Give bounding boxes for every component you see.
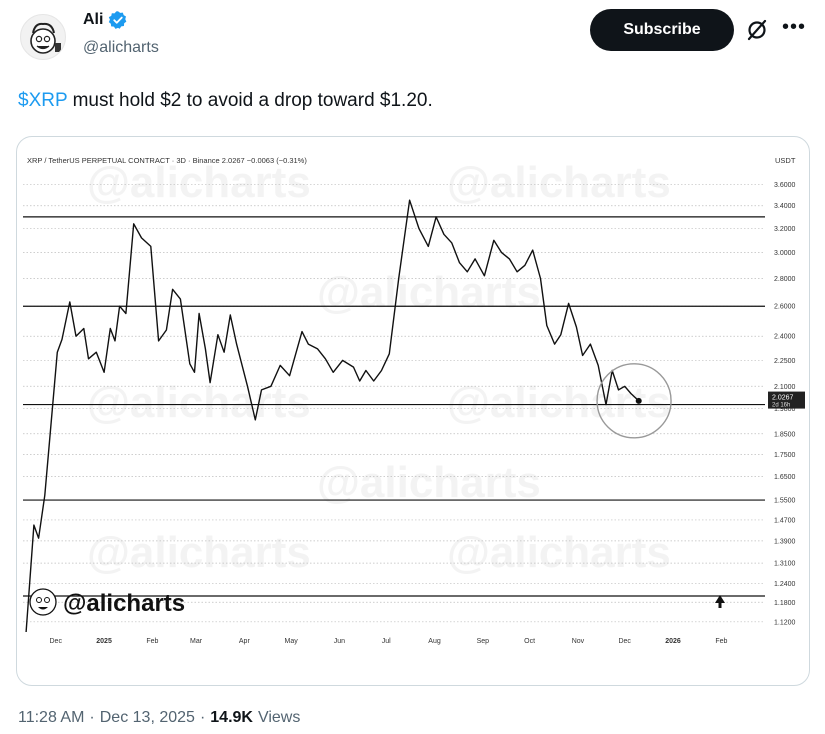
views-label: Views bbox=[257, 709, 301, 726]
y-tick-label: 3.6000 bbox=[774, 182, 796, 189]
y-tick-label: 2.8000 bbox=[774, 276, 796, 283]
y-tick-label: 1.3100 bbox=[774, 561, 796, 568]
logo-eye-icon bbox=[36, 597, 42, 603]
watermark-text: @alicharts bbox=[87, 528, 311, 577]
watermark-text: @alicharts bbox=[87, 158, 311, 207]
y-tick-label: 2.2500 bbox=[774, 358, 796, 365]
author-name-row[interactable]: Ali bbox=[83, 10, 128, 30]
chart-image-card[interactable]: @alicharts @alicharts @alicharts @alicharts… bbox=[16, 136, 810, 686]
watermark-text: @alicharts bbox=[87, 378, 311, 427]
x-tick-label: Apr bbox=[239, 638, 251, 645]
watermark-text: @alicharts bbox=[317, 458, 541, 507]
cashtag-link[interactable]: $XRP bbox=[18, 90, 68, 111]
author-name[interactable]: Ali bbox=[83, 11, 104, 28]
price-tag-value: 2.0267 bbox=[772, 395, 794, 402]
y-tick-label: 1.7500 bbox=[774, 452, 796, 459]
logo-face-icon bbox=[29, 588, 57, 616]
price-line bbox=[25, 199, 640, 633]
meta-separator: · bbox=[89, 709, 95, 726]
x-tick-label: Dec bbox=[50, 638, 63, 645]
y-tick-label: 3.2000 bbox=[774, 226, 796, 233]
x-tick-label: 2026 bbox=[665, 638, 681, 645]
y-tick-label: 2.6000 bbox=[774, 304, 796, 311]
x-tick-label: Mar bbox=[190, 638, 203, 645]
up-arrow-icon bbox=[715, 595, 725, 608]
chart-currency-label: USDT bbox=[775, 156, 796, 165]
meta-separator: · bbox=[199, 709, 206, 726]
x-tick-label: Jul bbox=[382, 638, 391, 645]
y-tick-label: 1.8500 bbox=[774, 431, 796, 438]
x-tick-label: 2025 bbox=[96, 638, 112, 645]
y-tick-label: 1.6500 bbox=[774, 474, 796, 481]
chart-title: XRP / TetherUS PERPETUAL CONTRACT · 3D ·… bbox=[27, 156, 307, 165]
price-chart: @alicharts @alicharts@alicharts @alicharts… bbox=[23, 156, 805, 645]
y-tick-label: 1.1200 bbox=[774, 619, 796, 626]
avatar[interactable] bbox=[20, 14, 66, 60]
logo-mouth-icon bbox=[38, 607, 48, 610]
y-tick-label: 3.0000 bbox=[774, 250, 796, 257]
tweet-meta: 11:28 AM · Dec 13, 2025 · 14.9K Views bbox=[18, 709, 300, 727]
y-tick-label: 1.5500 bbox=[774, 498, 796, 505]
x-tick-label: May bbox=[285, 638, 299, 645]
last-price-dot bbox=[635, 397, 642, 404]
y-tick-label: 2.4000 bbox=[774, 334, 796, 341]
logo-handle-text: @alicharts bbox=[63, 590, 185, 617]
watermark-text: @alicharts bbox=[447, 158, 671, 207]
grok-icon[interactable] bbox=[745, 18, 769, 42]
more-options-icon[interactable]: ••• bbox=[782, 16, 807, 38]
tweet-text: $XRP must hold $2 to avoid a drop toward… bbox=[18, 89, 433, 113]
x-tick-label: Oct bbox=[524, 638, 535, 645]
price-tag-box bbox=[768, 391, 805, 409]
x-tick-label: Nov bbox=[572, 638, 585, 645]
y-tick-label: 3.4000 bbox=[774, 203, 796, 210]
x-tick-label: Sep bbox=[477, 638, 490, 645]
x-tick-label: Dec bbox=[618, 638, 631, 645]
watermark-text: @alicharts bbox=[447, 528, 671, 577]
price-tag-time: 2d 16h bbox=[772, 403, 790, 409]
watermark-text: @alicharts bbox=[317, 268, 541, 317]
x-tick-label: Feb bbox=[715, 638, 727, 645]
highlight-circle bbox=[596, 363, 672, 439]
x-tick-label: Feb bbox=[146, 638, 158, 645]
tweet-date[interactable]: Dec 13, 2025 bbox=[99, 709, 195, 726]
y-tick-label: 1.3900 bbox=[774, 538, 796, 545]
y-tick-label: 1.9800 bbox=[774, 406, 796, 413]
views-count: 14.9K bbox=[210, 709, 253, 726]
subscribe-button[interactable]: Subscribe bbox=[590, 9, 734, 51]
y-tick-label: 2.1000 bbox=[774, 384, 796, 391]
y-tick-label: 1.4700 bbox=[774, 517, 796, 524]
x-tick-label: Jun bbox=[334, 638, 345, 645]
tweet-time[interactable]: 11:28 AM bbox=[18, 709, 85, 726]
verified-badge-icon bbox=[109, 11, 127, 29]
y-tick-label: 1.1800 bbox=[774, 600, 796, 607]
y-tick-label: 1.2400 bbox=[774, 581, 796, 588]
logo-eye-icon bbox=[44, 597, 50, 603]
avatar-cartoon-face-icon bbox=[30, 22, 61, 54]
author-handle[interactable]: @alicharts bbox=[83, 39, 159, 56]
tweet-text-body: must hold $2 to avoid a drop toward $1.2… bbox=[67, 90, 433, 111]
x-tick-label: Aug bbox=[428, 638, 441, 645]
